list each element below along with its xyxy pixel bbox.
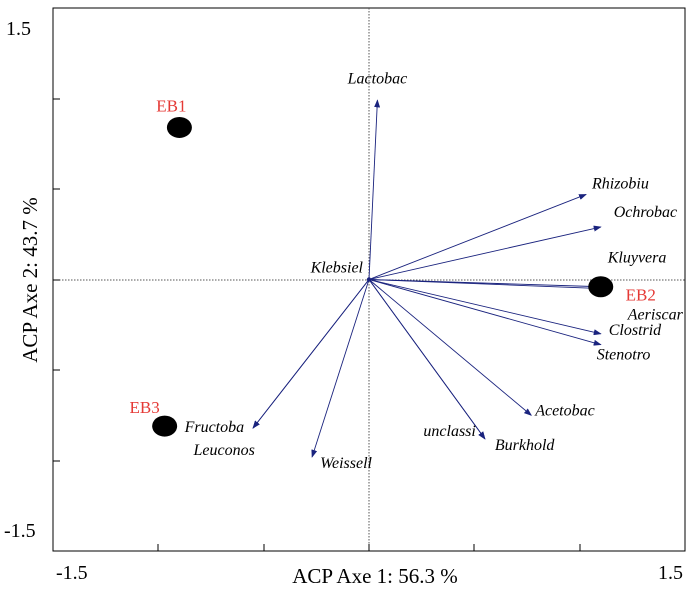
vector-acetobac [368,279,532,416]
vector-leuconos [252,279,370,429]
variable-label-acetobac: Acetobac [534,402,595,419]
variable-labels: Lactobac Rhizobiu Ochrobac Kluyvera Aeriscar… [184,70,684,472]
y-ticks [53,7,60,552]
x-tick-label-left: -1.5 [56,562,88,584]
vector-burkhold [368,279,486,440]
variable-label-klebsiel: Klebsiel [310,260,364,277]
x-axis-title: ACP Axe 1: 56.3 % [292,564,457,588]
y-axis-title: ACP Axe 2: 43.7 % [18,197,42,362]
variable-label-burkhold: Burkhold [495,437,556,454]
variable-label-unclassi: unclassi [423,423,475,440]
variable-label-weissell: Weissell [320,455,372,472]
variable-label-leuconos: Leuconos [192,442,254,459]
observation-point-eb3 [152,415,178,437]
vector-clostrid [368,279,602,336]
variable-label-ochrobac: Ochrobac [614,204,677,221]
x-tick-label-right: 1.5 [658,562,683,584]
vector-rhizobiu [368,194,587,280]
y-tick-label-bottom: -1.5 [4,520,36,542]
variable-vectors [252,99,602,458]
vector-stenotro [368,279,602,346]
variable-label-kluyvera: Kluyvera [607,250,667,267]
vector-lactobac [368,99,381,280]
vector-aeriscar [368,279,602,292]
x-ticks [52,544,686,551]
vector-weissell [311,279,370,458]
observation-label-eb3: EB3 [130,398,160,417]
observation-points: EB1 EB2 EB3 [130,96,656,437]
variable-label-lactobac: Lactobac [347,70,408,87]
observation-point-eb1 [166,116,192,138]
variable-label-clostrid: Clostrid [609,322,662,339]
variable-label-rhizobiu: Rhizobiu [591,175,649,192]
observation-label-eb1: EB1 [156,96,186,115]
y-tick-label-top: 1.5 [6,18,31,40]
observation-point-eb2 [588,276,614,298]
variable-label-stenotro: Stenotro [597,347,651,364]
variable-label-aeriscar: Aeriscar [627,307,684,324]
observation-label-eb2: EB2 [626,286,656,305]
variable-label-fructoba: Fructoba [184,419,245,436]
vector-ochrobac [368,225,602,280]
